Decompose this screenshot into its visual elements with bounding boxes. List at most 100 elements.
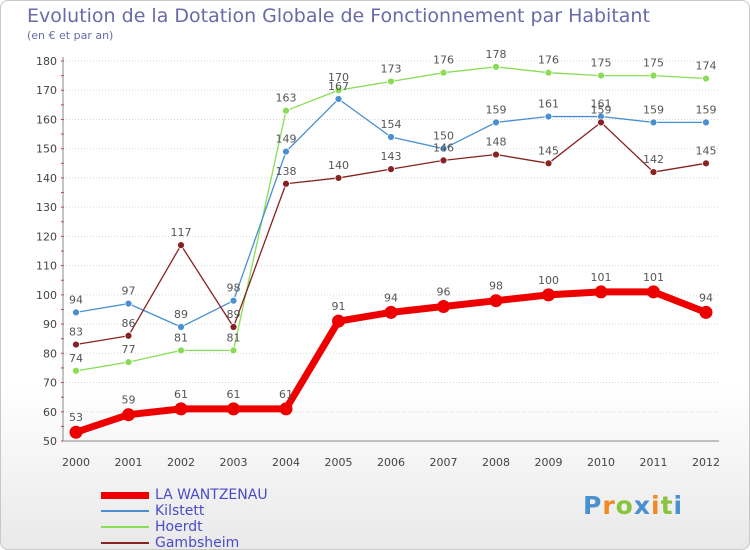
data-point <box>387 77 395 86</box>
data-label: 77 <box>122 343 136 356</box>
data-point <box>124 331 133 340</box>
data-label: 178 <box>486 48 507 61</box>
data-label: 98 <box>489 280 503 293</box>
data-label: 86 <box>122 317 136 330</box>
data-point <box>122 408 135 422</box>
y-tick-label: 160 <box>36 113 57 126</box>
data-label: 149 <box>276 133 297 146</box>
data-point <box>542 288 555 302</box>
legend-item: Kilstett <box>101 503 268 519</box>
data-point <box>387 165 395 174</box>
data-label: 159 <box>486 103 507 116</box>
y-tick-label: 150 <box>36 143 57 156</box>
data-label: 100 <box>538 274 559 287</box>
data-label: 143 <box>381 150 402 163</box>
x-tick-label: 2009 <box>535 456 563 469</box>
x-tick-label: 2007 <box>430 456 458 469</box>
logo-letter: o <box>615 491 634 520</box>
y-tick-label: 110 <box>36 260 57 273</box>
x-tick-label: 2002 <box>167 456 195 469</box>
legend: LA WANTZENAU Kilstett Hoerdt Gambsheim <box>101 487 268 550</box>
data-point <box>702 74 710 83</box>
proxiti-logo: Proxiti <box>583 491 683 520</box>
x-tick-label: 2004 <box>272 456 300 469</box>
data-label: 167 <box>328 80 349 93</box>
data-point <box>229 323 238 331</box>
data-label: 94 <box>699 291 713 304</box>
chart-title: Evolution de la Dotation Globale de Fonc… <box>27 5 650 27</box>
data-label: 94 <box>69 293 83 306</box>
data-label: 98 <box>227 282 241 295</box>
x-tick-label: 2003 <box>220 456 248 469</box>
data-label: 89 <box>227 308 241 321</box>
series-line <box>75 66 707 372</box>
logo-letter: P <box>583 491 603 520</box>
y-tick-label: 170 <box>36 84 57 97</box>
x-tick-label: 2001 <box>115 456 143 469</box>
data-point <box>492 118 500 127</box>
x-tick-label: 2000 <box>62 456 90 469</box>
data-point <box>439 156 448 165</box>
data-point <box>699 305 713 319</box>
data-point <box>439 144 448 153</box>
data-label: 138 <box>276 165 297 178</box>
data-label: 173 <box>381 62 402 75</box>
data-label: 81 <box>174 331 188 344</box>
data-point <box>649 168 658 176</box>
data-point <box>72 366 80 375</box>
data-label: 140 <box>328 159 349 172</box>
logo-letter: x <box>633 491 651 520</box>
data-label: 175 <box>643 57 664 70</box>
data-label: 96 <box>437 286 451 299</box>
data-point <box>174 402 188 416</box>
y-tick-label: 140 <box>36 172 57 185</box>
x-tick-label: 2006 <box>377 456 405 469</box>
y-tick-label: 80 <box>43 347 57 360</box>
data-point <box>387 133 395 141</box>
data-label: 161 <box>538 98 559 111</box>
legend-item: Gambsheim <box>101 535 268 550</box>
data-point <box>72 340 80 349</box>
data-label: 97 <box>122 285 136 298</box>
data-point <box>544 112 553 121</box>
data-point <box>124 299 133 308</box>
data-point <box>72 308 80 317</box>
x-tick-label: 2005 <box>325 456 353 469</box>
y-tick-label: 120 <box>36 230 57 243</box>
data-point <box>282 147 290 156</box>
data-point <box>647 285 660 299</box>
chart-subtitle: (en € et par an) <box>27 29 114 42</box>
data-label: 163 <box>276 92 297 105</box>
data-label: 148 <box>486 136 507 149</box>
legend-label: LA WANTZENAU <box>155 487 268 503</box>
data-label: 61 <box>227 388 241 401</box>
data-label: 89 <box>174 308 188 321</box>
data-point <box>282 106 290 115</box>
data-point <box>177 241 185 250</box>
data-label: 101 <box>643 271 664 284</box>
data-point <box>594 285 608 299</box>
data-label: 150 <box>433 130 454 143</box>
data-point <box>334 174 343 182</box>
data-label: 81 <box>227 331 241 344</box>
legend-label: Gambsheim <box>155 535 240 550</box>
data-label: 142 <box>643 153 664 166</box>
data-point <box>597 71 605 80</box>
data-point <box>702 118 710 127</box>
line-chart: 50 60 70 80 90 100 110 120 130 140 150 160 170 180 200… <box>36 48 720 469</box>
legend-label: Kilstett <box>155 503 205 519</box>
data-label: 94 <box>384 291 398 304</box>
data-point <box>229 296 238 305</box>
data-point <box>282 179 290 188</box>
data-point <box>439 68 448 77</box>
data-point <box>489 294 503 308</box>
data-point <box>649 71 658 80</box>
data-point <box>177 346 185 355</box>
data-point <box>544 68 553 77</box>
data-label: 159 <box>696 103 717 116</box>
legend-item: Hoerdt <box>101 519 268 535</box>
y-tick-label: 70 <box>43 377 57 390</box>
data-point <box>229 346 238 355</box>
logo-letter: i <box>651 491 661 520</box>
